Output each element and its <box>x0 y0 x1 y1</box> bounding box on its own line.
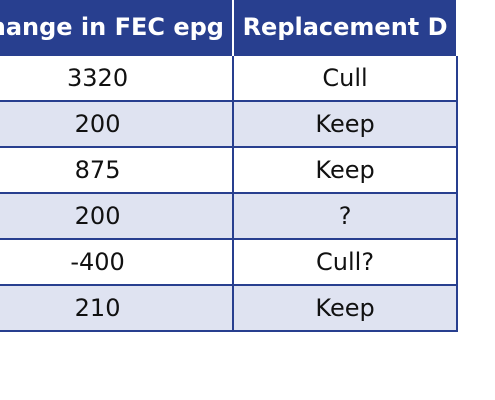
cell-change-fec: 210 <box>0 284 235 332</box>
table-header-row: Change in FEC epg Replacement D <box>0 0 458 55</box>
table-row: 3320 Cull <box>0 54 458 101</box>
cell-change-fec: 3320 <box>0 54 235 101</box>
cell-replacement: ? <box>233 192 458 239</box>
table-row: 210 Keep <box>0 284 458 332</box>
cell-replacement: Keep <box>233 100 458 147</box>
table-row: 875 Keep <box>0 146 458 193</box>
cell-replacement: Cull? <box>233 238 458 285</box>
cell-change-fec: 875 <box>0 146 235 193</box>
cell-replacement: Keep <box>233 284 458 332</box>
data-table: Change in FEC epg Replacement D 3320 Cul… <box>0 0 458 332</box>
header-change-in-fec-epg: Change in FEC epg <box>0 0 235 55</box>
table-row: 200 ? <box>0 192 458 239</box>
cell-change-fec: 200 <box>0 100 235 147</box>
cell-replacement: Cull <box>233 54 458 101</box>
table-row: 200 Keep <box>0 100 458 147</box>
cell-replacement: Keep <box>233 146 458 193</box>
table-row: -400 Cull? <box>0 238 458 285</box>
cell-change-fec: -400 <box>0 238 235 285</box>
header-replacement-decision: Replacement D <box>233 0 458 55</box>
cell-change-fec: 200 <box>0 192 235 239</box>
